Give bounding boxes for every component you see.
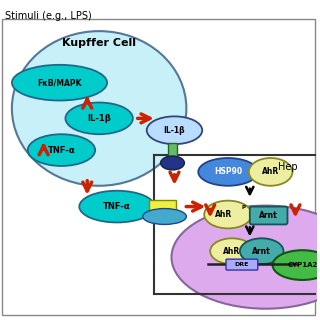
Text: DRE: DRE: [235, 261, 249, 267]
Ellipse shape: [79, 191, 155, 222]
Text: CYP1A2: CYP1A2: [287, 262, 317, 268]
Ellipse shape: [28, 134, 95, 166]
Text: Hep: Hep: [278, 162, 297, 172]
Ellipse shape: [172, 206, 320, 309]
Text: P: P: [242, 205, 246, 210]
Text: HSP90: HSP90: [214, 167, 242, 176]
Text: FκB/MAPK: FκB/MAPK: [37, 78, 82, 87]
Ellipse shape: [12, 65, 107, 100]
Ellipse shape: [143, 209, 186, 224]
Ellipse shape: [12, 31, 186, 186]
Text: AhR: AhR: [223, 247, 241, 256]
Ellipse shape: [65, 102, 133, 134]
FancyBboxPatch shape: [250, 207, 287, 224]
Ellipse shape: [204, 201, 252, 228]
Text: AhR: AhR: [262, 167, 279, 176]
Ellipse shape: [249, 158, 292, 186]
Text: Arnt: Arnt: [259, 211, 278, 220]
Ellipse shape: [147, 116, 202, 144]
Text: Arnt: Arnt: [252, 247, 271, 256]
Text: AhR: AhR: [215, 210, 233, 219]
Text: IL-1β: IL-1β: [87, 114, 111, 123]
Bar: [149, 200, 176, 212]
Text: IL-1β: IL-1β: [164, 126, 185, 135]
Ellipse shape: [210, 238, 254, 264]
Text: TNF-α: TNF-α: [48, 146, 75, 155]
FancyBboxPatch shape: [226, 259, 258, 270]
Text: TNF-α: TNF-α: [103, 202, 131, 211]
Text: Kupffer Cell: Kupffer Cell: [62, 38, 136, 48]
Ellipse shape: [161, 156, 184, 170]
Text: Stimuli (e.g., LPS): Stimuli (e.g., LPS): [5, 11, 92, 21]
Bar: [168, 143, 178, 161]
Ellipse shape: [273, 250, 320, 280]
Ellipse shape: [240, 238, 284, 264]
Ellipse shape: [198, 158, 258, 186]
